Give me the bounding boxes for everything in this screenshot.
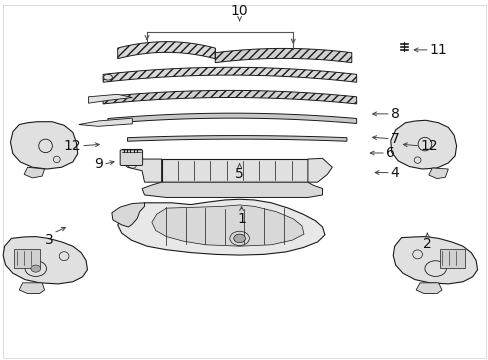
Polygon shape bbox=[152, 205, 304, 246]
Polygon shape bbox=[118, 199, 325, 255]
Polygon shape bbox=[24, 167, 44, 178]
Text: 12: 12 bbox=[63, 139, 81, 153]
Polygon shape bbox=[392, 237, 477, 284]
Text: 1: 1 bbox=[237, 212, 245, 226]
Polygon shape bbox=[112, 203, 144, 227]
Ellipse shape bbox=[103, 75, 112, 80]
Text: 5: 5 bbox=[235, 167, 244, 181]
Polygon shape bbox=[118, 42, 215, 59]
Polygon shape bbox=[307, 158, 331, 182]
Bar bbox=[14, 249, 40, 267]
Circle shape bbox=[31, 265, 41, 272]
Bar bbox=[439, 249, 464, 267]
Polygon shape bbox=[122, 158, 161, 182]
FancyBboxPatch shape bbox=[120, 150, 142, 166]
Text: 7: 7 bbox=[390, 132, 399, 146]
Polygon shape bbox=[103, 67, 356, 82]
Text: 12: 12 bbox=[419, 139, 437, 153]
Text: 4: 4 bbox=[390, 166, 399, 180]
Polygon shape bbox=[88, 94, 132, 103]
Text: 8: 8 bbox=[390, 107, 399, 121]
Text: 9: 9 bbox=[94, 157, 103, 171]
Polygon shape bbox=[215, 49, 351, 63]
Text: 2: 2 bbox=[422, 237, 431, 251]
Polygon shape bbox=[19, 283, 44, 293]
Polygon shape bbox=[3, 237, 87, 284]
Polygon shape bbox=[108, 113, 356, 123]
Circle shape bbox=[233, 234, 245, 243]
Polygon shape bbox=[142, 182, 322, 198]
Text: 6: 6 bbox=[385, 146, 394, 160]
Polygon shape bbox=[79, 118, 132, 126]
Polygon shape bbox=[428, 168, 447, 179]
Text: 3: 3 bbox=[44, 233, 53, 247]
Polygon shape bbox=[103, 90, 356, 104]
Text: 10: 10 bbox=[230, 4, 248, 18]
Polygon shape bbox=[127, 136, 346, 141]
Polygon shape bbox=[390, 120, 456, 169]
Polygon shape bbox=[10, 122, 78, 169]
Polygon shape bbox=[415, 283, 441, 293]
Text: 11: 11 bbox=[429, 43, 447, 57]
Bar bbox=[161, 159, 307, 182]
